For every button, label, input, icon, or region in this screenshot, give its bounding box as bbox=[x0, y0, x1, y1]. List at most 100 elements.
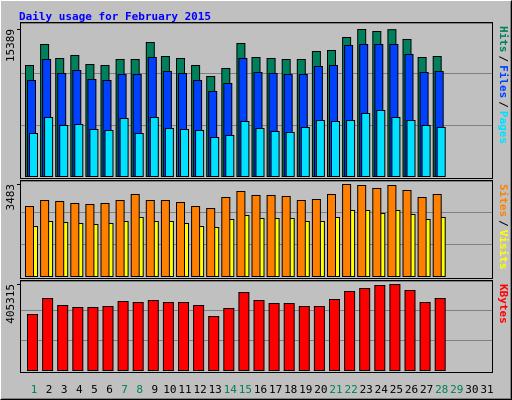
bar bbox=[436, 126, 446, 178]
bar bbox=[178, 301, 189, 372]
legend-entry: Pages bbox=[497, 111, 510, 144]
bar bbox=[74, 123, 84, 177]
bar bbox=[327, 193, 336, 277]
x-tick-label: 7 bbox=[121, 383, 128, 396]
y-tick-label: 405315 bbox=[4, 284, 17, 324]
x-tick-label: 29 bbox=[450, 383, 463, 396]
bar bbox=[240, 120, 250, 177]
bar bbox=[195, 129, 205, 177]
x-tick-label: 10 bbox=[163, 383, 176, 396]
x-tick-label: 1 bbox=[31, 383, 38, 396]
x-tick-label: 17 bbox=[269, 383, 282, 396]
bar bbox=[406, 119, 416, 177]
bar bbox=[206, 208, 216, 277]
bar bbox=[417, 196, 427, 277]
bar bbox=[176, 201, 185, 278]
bar bbox=[359, 287, 371, 371]
x-tick-label: 11 bbox=[178, 383, 191, 396]
bar bbox=[191, 206, 201, 277]
x-tick-label: 16 bbox=[254, 383, 267, 396]
x-tick-label: 5 bbox=[91, 383, 98, 396]
x-tick-label: 22 bbox=[344, 383, 357, 396]
bar bbox=[311, 199, 321, 277]
bar bbox=[344, 290, 356, 372]
legend-entry: Sites bbox=[497, 184, 510, 217]
bar bbox=[432, 193, 442, 277]
bar bbox=[104, 129, 114, 177]
bar bbox=[225, 134, 235, 177]
bar bbox=[313, 305, 325, 371]
bar bbox=[160, 200, 170, 278]
bar bbox=[85, 203, 95, 277]
x-tick-label: 15 bbox=[239, 383, 252, 396]
bar bbox=[253, 299, 265, 371]
series-legend: KBytes bbox=[497, 284, 510, 324]
bar bbox=[72, 306, 84, 372]
bar bbox=[87, 306, 99, 372]
x-tick-label: 27 bbox=[420, 383, 433, 396]
panel-frame bbox=[20, 280, 493, 373]
bar bbox=[164, 127, 174, 177]
legend-entry: KBytes bbox=[497, 284, 510, 324]
bar bbox=[285, 131, 295, 178]
bar bbox=[130, 193, 140, 277]
bar bbox=[374, 284, 386, 371]
bar bbox=[236, 190, 246, 277]
bar bbox=[315, 119, 325, 177]
legend-entry: Visits bbox=[497, 230, 510, 270]
bar bbox=[119, 117, 129, 178]
x-tick-label: 2 bbox=[46, 383, 53, 396]
bar bbox=[210, 136, 220, 177]
bar bbox=[89, 128, 99, 177]
bar bbox=[29, 132, 38, 178]
bar bbox=[329, 298, 340, 372]
bar bbox=[223, 307, 235, 371]
series-legend: Sites / Visits bbox=[497, 184, 510, 270]
x-tick-label: 3 bbox=[61, 383, 68, 396]
bar bbox=[404, 289, 416, 372]
bar bbox=[346, 119, 356, 177]
x-tick-label: 13 bbox=[209, 383, 222, 396]
bar bbox=[115, 200, 125, 278]
bar bbox=[221, 196, 231, 277]
y-tick-label: 15389 bbox=[4, 29, 17, 62]
bar bbox=[255, 127, 265, 177]
bar bbox=[193, 304, 205, 371]
bar bbox=[55, 200, 65, 277]
bar bbox=[149, 116, 159, 177]
series-legend: Hits / Files / Pages bbox=[497, 26, 510, 144]
panel-frame bbox=[20, 180, 493, 279]
bar bbox=[296, 200, 306, 278]
x-tick-label: 24 bbox=[375, 383, 389, 396]
x-tick-label: 28 bbox=[435, 383, 448, 396]
bar bbox=[100, 202, 110, 277]
bar bbox=[389, 284, 401, 371]
bar bbox=[70, 202, 80, 277]
x-tick-label: 19 bbox=[299, 383, 312, 396]
bar bbox=[251, 194, 261, 278]
bar bbox=[283, 302, 295, 372]
bar bbox=[40, 200, 50, 278]
bar bbox=[59, 124, 69, 177]
bar bbox=[44, 116, 54, 177]
x-tick-label: 25 bbox=[390, 383, 403, 396]
bar bbox=[298, 305, 310, 371]
x-tick-label: 26 bbox=[405, 383, 418, 396]
bar bbox=[25, 206, 34, 277]
bar bbox=[134, 132, 144, 178]
bar bbox=[357, 185, 367, 278]
bar bbox=[132, 301, 144, 372]
legend-entry: Files bbox=[497, 65, 510, 98]
legend-separator: / bbox=[497, 101, 510, 108]
x-tick-label: 6 bbox=[106, 383, 113, 396]
bar bbox=[391, 116, 401, 177]
x-tick-label: 20 bbox=[314, 383, 327, 396]
bar bbox=[270, 130, 280, 177]
legend-entry: Hits bbox=[497, 26, 510, 53]
bar bbox=[266, 194, 276, 278]
bar bbox=[342, 184, 352, 277]
chart-title: Daily usage for February 2015 bbox=[19, 10, 211, 23]
bar bbox=[434, 297, 446, 372]
x-tick-label: 31 bbox=[480, 383, 493, 396]
